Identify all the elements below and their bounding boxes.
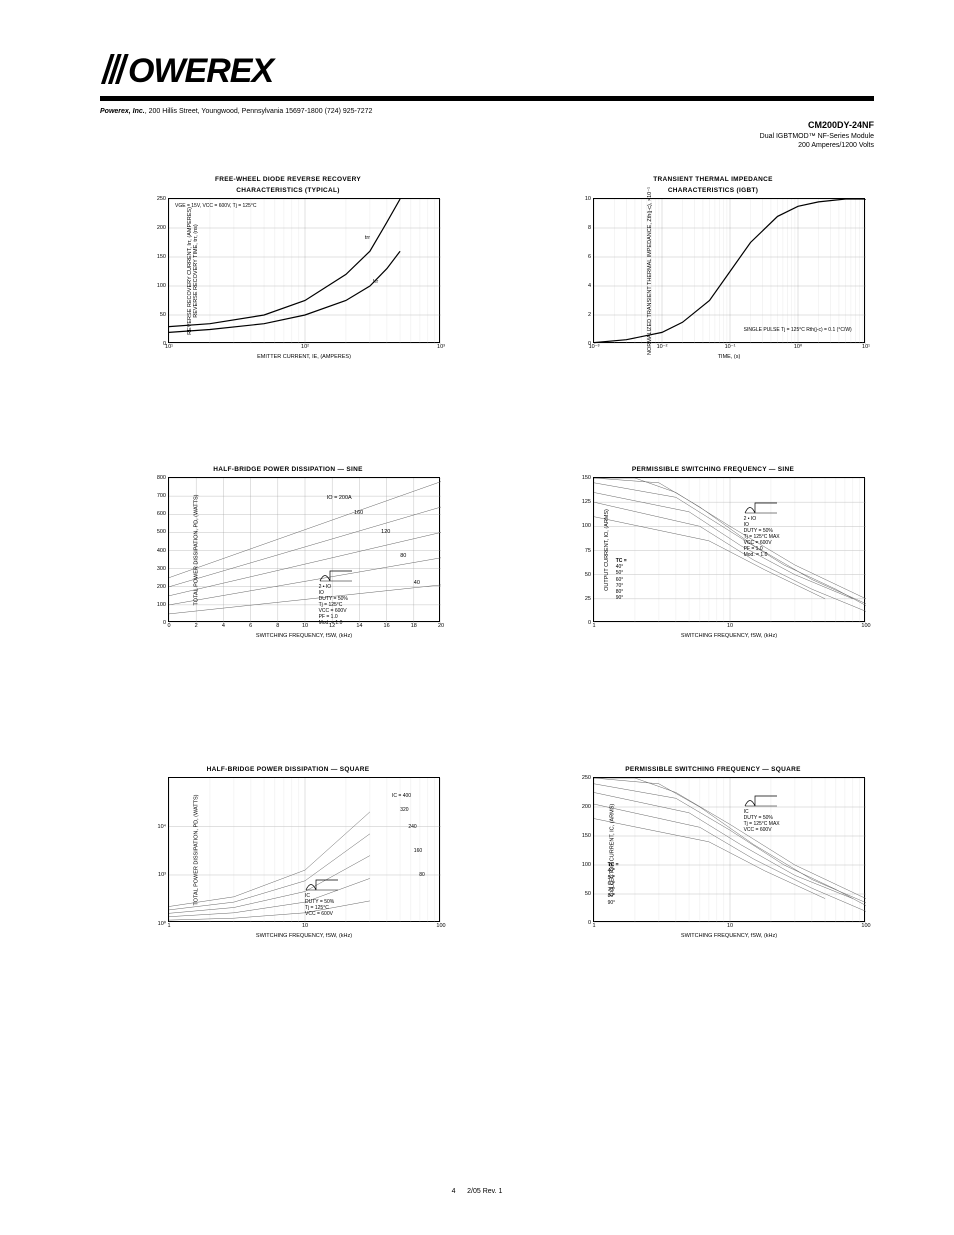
y-axis-label: REVERSE RECOVERY CURRENT, Irr, (AMPERES)… [187, 207, 199, 335]
chart-title: TRANSIENT THERMAL IMPEDANCE [553, 176, 873, 183]
ytick-label: 200 [582, 804, 594, 810]
x-axis-label: SWITCHING FREQUENCY, fSW, (kHz) [256, 633, 352, 639]
ytick-label: 150 [582, 475, 594, 481]
product-desc-1: Dual IGBTMOD™ NF-Series Module [760, 132, 874, 141]
company-info: Powerex, Inc., 200 Hillis Street, Youngw… [100, 107, 874, 116]
ytick-label: 300 [157, 566, 169, 572]
chart-subtitle: CHARACTERISTICS (TYPICAL) [128, 187, 448, 194]
plot-area: 0255075100125150110100TC =40°50°60°70°80… [593, 477, 865, 622]
curve-label: 80 [400, 553, 406, 559]
chart-subtitle: CHARACTERISTICS (IGBT) [553, 187, 873, 194]
svg-text:OWEREX: OWEREX [128, 52, 276, 88]
plot-area: 050100150200250110100TC =40°50°60°70°80°… [593, 777, 865, 922]
ytick-label: 200 [157, 584, 169, 590]
chart-title: PERMISSIBLE SWITCHING FREQUENCY — SINE [553, 466, 873, 473]
ytick-label: 200 [157, 225, 169, 231]
ytick-label: 125 [582, 499, 594, 505]
company-phone: (724) 925-7272 [325, 108, 373, 115]
x-axis-label: TIME, (s) [718, 354, 741, 360]
powerex-logo: OWEREX [100, 50, 874, 88]
page-footer: 4 2/05 Rev. 1 [0, 1188, 954, 1195]
chart-title: HALF-BRIDGE POWER DISSIPATION — SQUARE [128, 766, 448, 773]
y-axis-label: TOTAL POWER DISSIPATION, PD, (WATTS) [193, 794, 199, 905]
part-number: CM200DY-24NF [760, 120, 874, 132]
company-name: Powerex, Inc. [100, 108, 145, 115]
product-desc-2: 200 Amperes/1200 Volts [760, 141, 874, 150]
curve-label-column: TC =40°50°60°70°80°90° [616, 558, 627, 602]
plot-area: 10⁰10³10⁴110100IC = 40032024016080ICDUTY… [168, 777, 440, 922]
product-info: CM200DY-24NF Dual IGBTMOD™ NF-Series Mod… [760, 120, 874, 150]
ytick-label: 250 [582, 775, 594, 781]
curve-label: IC = 400 [392, 793, 411, 799]
chart2: TRANSIENT THERMAL IMPEDANCE CHARACTERISTI… [553, 176, 873, 343]
footer-date: 2/05 Rev. 1 [467, 1188, 502, 1195]
ytick-label: 100 [157, 283, 169, 289]
plot-area: 05010015020025010¹10²10³trrIrrVGE = 15V,… [168, 198, 440, 343]
ytick-label: 150 [157, 254, 169, 260]
ytick-label: 10 [585, 196, 594, 202]
curve-label: 80 [419, 872, 425, 878]
ytick-label: 250 [157, 196, 169, 202]
legend: ICDUTY = 50%Tj = 125°C MAXVCC = 600V [744, 793, 780, 833]
chart-title: FREE-WHEEL DIODE REVERSE RECOVERY [128, 176, 448, 183]
curve-label: Irr [373, 279, 378, 285]
ytick-label: 100 [582, 862, 594, 868]
curve-label: 160 [354, 510, 363, 516]
y-axis-label: NORMALIZED TRANSIENT THERMAL IMPEDANCE, … [647, 187, 653, 355]
chart4: PERMISSIBLE SWITCHING FREQUENCY — SINE 02… [553, 466, 873, 622]
curve-label: 240 [408, 824, 416, 830]
ytick-label: 10³ [158, 872, 169, 878]
curve-label: 40 [414, 580, 420, 586]
company-address: 200 Hillis Street, Youngwood, Pennsylvan… [149, 108, 323, 115]
ytick-label: 600 [157, 511, 169, 517]
waveform-icon [744, 500, 778, 516]
curve-label: 160 [414, 848, 422, 854]
x-axis-label: SWITCHING FREQUENCY, fSW, (kHz) [256, 933, 352, 939]
ytick-label: 50 [585, 891, 594, 897]
x-axis-label: SWITCHING FREQUENCY, fSW, (kHz) [681, 633, 777, 639]
waveform-icon [744, 793, 778, 809]
curve-label: 120 [381, 529, 390, 535]
chart6: PERMISSIBLE SWITCHING FREQUENCY — SQUARE… [553, 766, 873, 922]
y-axis-label: OUTPUT CURRENT, IO, (ARMS) [604, 509, 610, 591]
ytick-label: 50 [160, 312, 169, 318]
ytick-label: 100 [582, 523, 594, 529]
curve-label: 320 [400, 807, 408, 813]
ytick-label: 500 [157, 529, 169, 535]
chart1: FREE-WHEEL DIODE REVERSE RECOVERY CHARACT… [128, 176, 448, 343]
legend: 2 • IOIODUTY = 50%Tj = 125°CVCC = 600VPF… [319, 568, 353, 626]
ytick-label: 100 [157, 602, 169, 608]
ytick-label: 150 [582, 833, 594, 839]
footer-page: 4 [452, 1188, 456, 1195]
ytick-label: 400 [157, 548, 169, 554]
chart3: HALF-BRIDGE POWER DISSIPATION — SINE 0100… [128, 466, 448, 622]
x-axis-label: EMITTER CURRENT, IE, (AMPERES) [257, 354, 351, 360]
ytick-label: 10⁴ [158, 824, 169, 830]
note: SINGLE PULSE Tj = 125°C Rth(j-c) = 0.1 (… [744, 327, 852, 333]
ytick-label: 700 [157, 493, 169, 499]
ytick-label: 25 [585, 596, 594, 602]
ytick-label: 50 [585, 572, 594, 578]
curve-label: IO = 200A [327, 495, 352, 501]
curve-label: trr [365, 235, 370, 241]
plot-area: 0100200300400500600700800024681012141618… [168, 477, 440, 622]
ytick-label: 75 [585, 548, 594, 554]
ytick-label: 800 [157, 475, 169, 481]
waveform-icon [319, 568, 353, 584]
y-axis-label: COLLECTOR CURRENT, IC, (ARMS) [609, 803, 615, 896]
waveform-icon [305, 877, 339, 893]
chart-title: PERMISSIBLE SWITCHING FREQUENCY — SQUARE [553, 766, 873, 773]
chart5: HALF-BRIDGE POWER DISSIPATION — SQUARE 10… [128, 766, 448, 922]
legend: 2 • IOIODUTY = 50%Tj = 125°C MAXVCC = 60… [744, 500, 780, 558]
plot-area: 024681010⁻³10⁻²10⁻¹10⁰10¹SINGLE PULSE Tj… [593, 198, 865, 343]
x-axis-label: SWITCHING FREQUENCY, fSW, (kHz) [681, 933, 777, 939]
page-header: OWEREX Powerex, Inc., 200 Hillis Street,… [0, 0, 954, 116]
header-rule [100, 96, 874, 101]
y-axis-label: TOTAL POWER DISSIPATION, PD, (WATTS) [193, 494, 199, 605]
chart-title: HALF-BRIDGE POWER DISSIPATION — SINE [128, 466, 448, 473]
legend: ICDUTY = 50%Tj = 125°CVCC = 600V [305, 877, 339, 917]
